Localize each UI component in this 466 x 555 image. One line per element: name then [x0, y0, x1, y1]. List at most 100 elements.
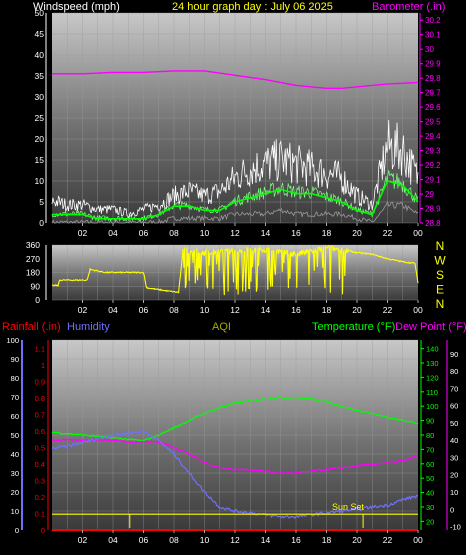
barometer-tick-label: 30.1 — [425, 31, 441, 40]
barometer-tick-label: 29.9 — [425, 60, 441, 69]
x-tick-label: 20 — [352, 535, 362, 545]
compass-letter: S — [436, 268, 444, 282]
dew-point-tick-label: 10 — [450, 488, 458, 497]
dew-point-tick-label: 30 — [450, 453, 458, 462]
x-tick-label: 10 — [200, 305, 210, 315]
wind-tick-label: 45 — [35, 29, 45, 39]
x-tick-label: 12 — [230, 305, 240, 315]
humidity-tick-label: 0 — [15, 526, 19, 535]
x-tick-label: 04 — [108, 535, 118, 545]
x-tick-label: 00 — [413, 228, 423, 238]
wind-series — [51, 70, 419, 224]
rainfall-legend: Rainfall (.in) — [2, 321, 61, 333]
rainfall-tick-label: 0.2 — [35, 493, 45, 502]
x-tick-label: 00 — [413, 535, 423, 545]
x-tick-label: 18 — [322, 535, 332, 545]
humidity-tick-label: 60 — [11, 412, 19, 421]
x-tick-label: 18 — [322, 305, 332, 315]
x-tick-label: 02 — [78, 535, 88, 545]
x-tick-label: 06 — [139, 228, 149, 238]
rainfall-tick-label: 0.9 — [35, 377, 45, 386]
rainfall-tick-label: 0 — [41, 526, 45, 535]
x-tick-label: 14 — [261, 228, 271, 238]
x-tick-label: 08 — [169, 305, 179, 315]
x-tick-label: 16 — [291, 535, 301, 545]
wind-tick-label: 0 — [39, 218, 44, 228]
direction-tick-label: 270 — [26, 254, 40, 264]
direction-series — [51, 244, 419, 296]
barometer-tick-label: 29.3 — [425, 147, 441, 156]
wind-left-axis: 0 5 10 15 20 25 30 35 40 45 50 — [35, 8, 47, 228]
wind-tick-label: 15 — [35, 155, 45, 165]
temperature-tick-label: 60 — [426, 460, 434, 469]
temp-hum-axes: 010203040506070809010000.10.20.30.40.50.… — [6, 336, 460, 535]
wind-tick-label: 20 — [35, 134, 45, 144]
x-tick-label: 08 — [169, 228, 179, 238]
dew-point-tick-label: 70 — [450, 384, 458, 393]
humidity-tick-label: 30 — [11, 469, 19, 478]
x-tick-label: 02 — [78, 228, 88, 238]
temperature-tick-label: 130 — [426, 359, 439, 368]
x-tick-label: 20 — [352, 228, 362, 238]
temperature-tick-label: 80 — [426, 431, 434, 440]
dew-point-tick-label: -10 — [450, 523, 461, 532]
direction-tick-label: 180 — [26, 268, 40, 278]
rainfall-tick-label: 1 — [41, 361, 45, 370]
sun-set-label: Sun Set — [332, 502, 365, 512]
x-tick-label: 00 — [413, 305, 423, 315]
compass-letter: W — [434, 254, 446, 268]
temperature-tick-label: 50 — [426, 474, 434, 483]
barometer-tick-label: 28.9 — [425, 205, 441, 214]
rainfall-tick-label: 0.7 — [35, 410, 45, 419]
wind-tick-label: 35 — [35, 71, 45, 81]
dew-point-tick-label: 90 — [450, 350, 458, 359]
wind-direction-line — [51, 244, 419, 296]
x-tick-label: 22 — [383, 535, 393, 545]
barometer-tick-label: 29.5 — [425, 118, 441, 127]
temp-hum-x-axis: 02 04 06 08 10 12 14 16 18 20 22 00 — [78, 530, 423, 545]
x-tick-label: 12 — [230, 535, 240, 545]
aqi-legend: AQI — [212, 321, 231, 333]
x-tick-label: 16 — [291, 228, 301, 238]
wind-tick-label: 50 — [35, 8, 45, 18]
rainfall-tick-label: 0.6 — [35, 427, 45, 436]
wind-x-axis: 02 04 06 08 10 12 14 16 18 20 22 00 — [78, 223, 423, 238]
rainfall-tick-label: 0.3 — [35, 476, 45, 485]
wind-tick-label: 30 — [35, 92, 45, 102]
barometer-tick-label: 30.2 — [425, 16, 441, 25]
x-tick-label: 06 — [139, 305, 149, 315]
x-tick-label: 10 — [200, 535, 210, 545]
x-tick-label: 12 — [230, 228, 240, 238]
temperature-f-line — [51, 396, 419, 442]
direction-tick-label: 90 — [31, 281, 41, 291]
dew-point-tick-label: 60 — [450, 402, 458, 411]
x-tick-label: 18 — [322, 228, 332, 238]
dew-point-legend: Dew Point (°F) — [395, 321, 466, 333]
temperature-tick-label: 30 — [426, 503, 434, 512]
dew-point-tick-label: 0 — [450, 505, 454, 514]
dew-point-tick-label: 40 — [450, 436, 458, 445]
x-tick-label: 20 — [352, 305, 362, 315]
temperature-tick-label: 100 — [426, 402, 439, 411]
barometer-line — [52, 70, 419, 89]
x-tick-label: 22 — [383, 228, 393, 238]
compass-letter: N — [436, 297, 445, 311]
barometer-tick-label: 30 — [425, 45, 434, 54]
direction-tick-label: 360 — [26, 240, 40, 250]
x-tick-label: 04 — [108, 305, 118, 315]
humidity-legend: Humidity — [67, 321, 110, 333]
humidity-tick-label: 40 — [11, 450, 19, 459]
dew-point-f-line — [51, 438, 419, 475]
temperature-tick-label: 110 — [426, 388, 438, 397]
x-tick-label: 06 — [139, 535, 149, 545]
x-tick-label: 04 — [108, 228, 118, 238]
wind-tick-label: 5 — [39, 197, 44, 207]
rainfall-tick-label: 0.1 — [35, 509, 45, 518]
x-tick-label: 22 — [383, 305, 393, 315]
wind-tick-label: 40 — [35, 50, 45, 60]
humidity-tick-label: 80 — [11, 374, 19, 383]
x-tick-label: 14 — [261, 535, 271, 545]
direction-x-axis: 02 04 06 08 10 12 14 16 18 20 22 00 — [78, 300, 423, 315]
